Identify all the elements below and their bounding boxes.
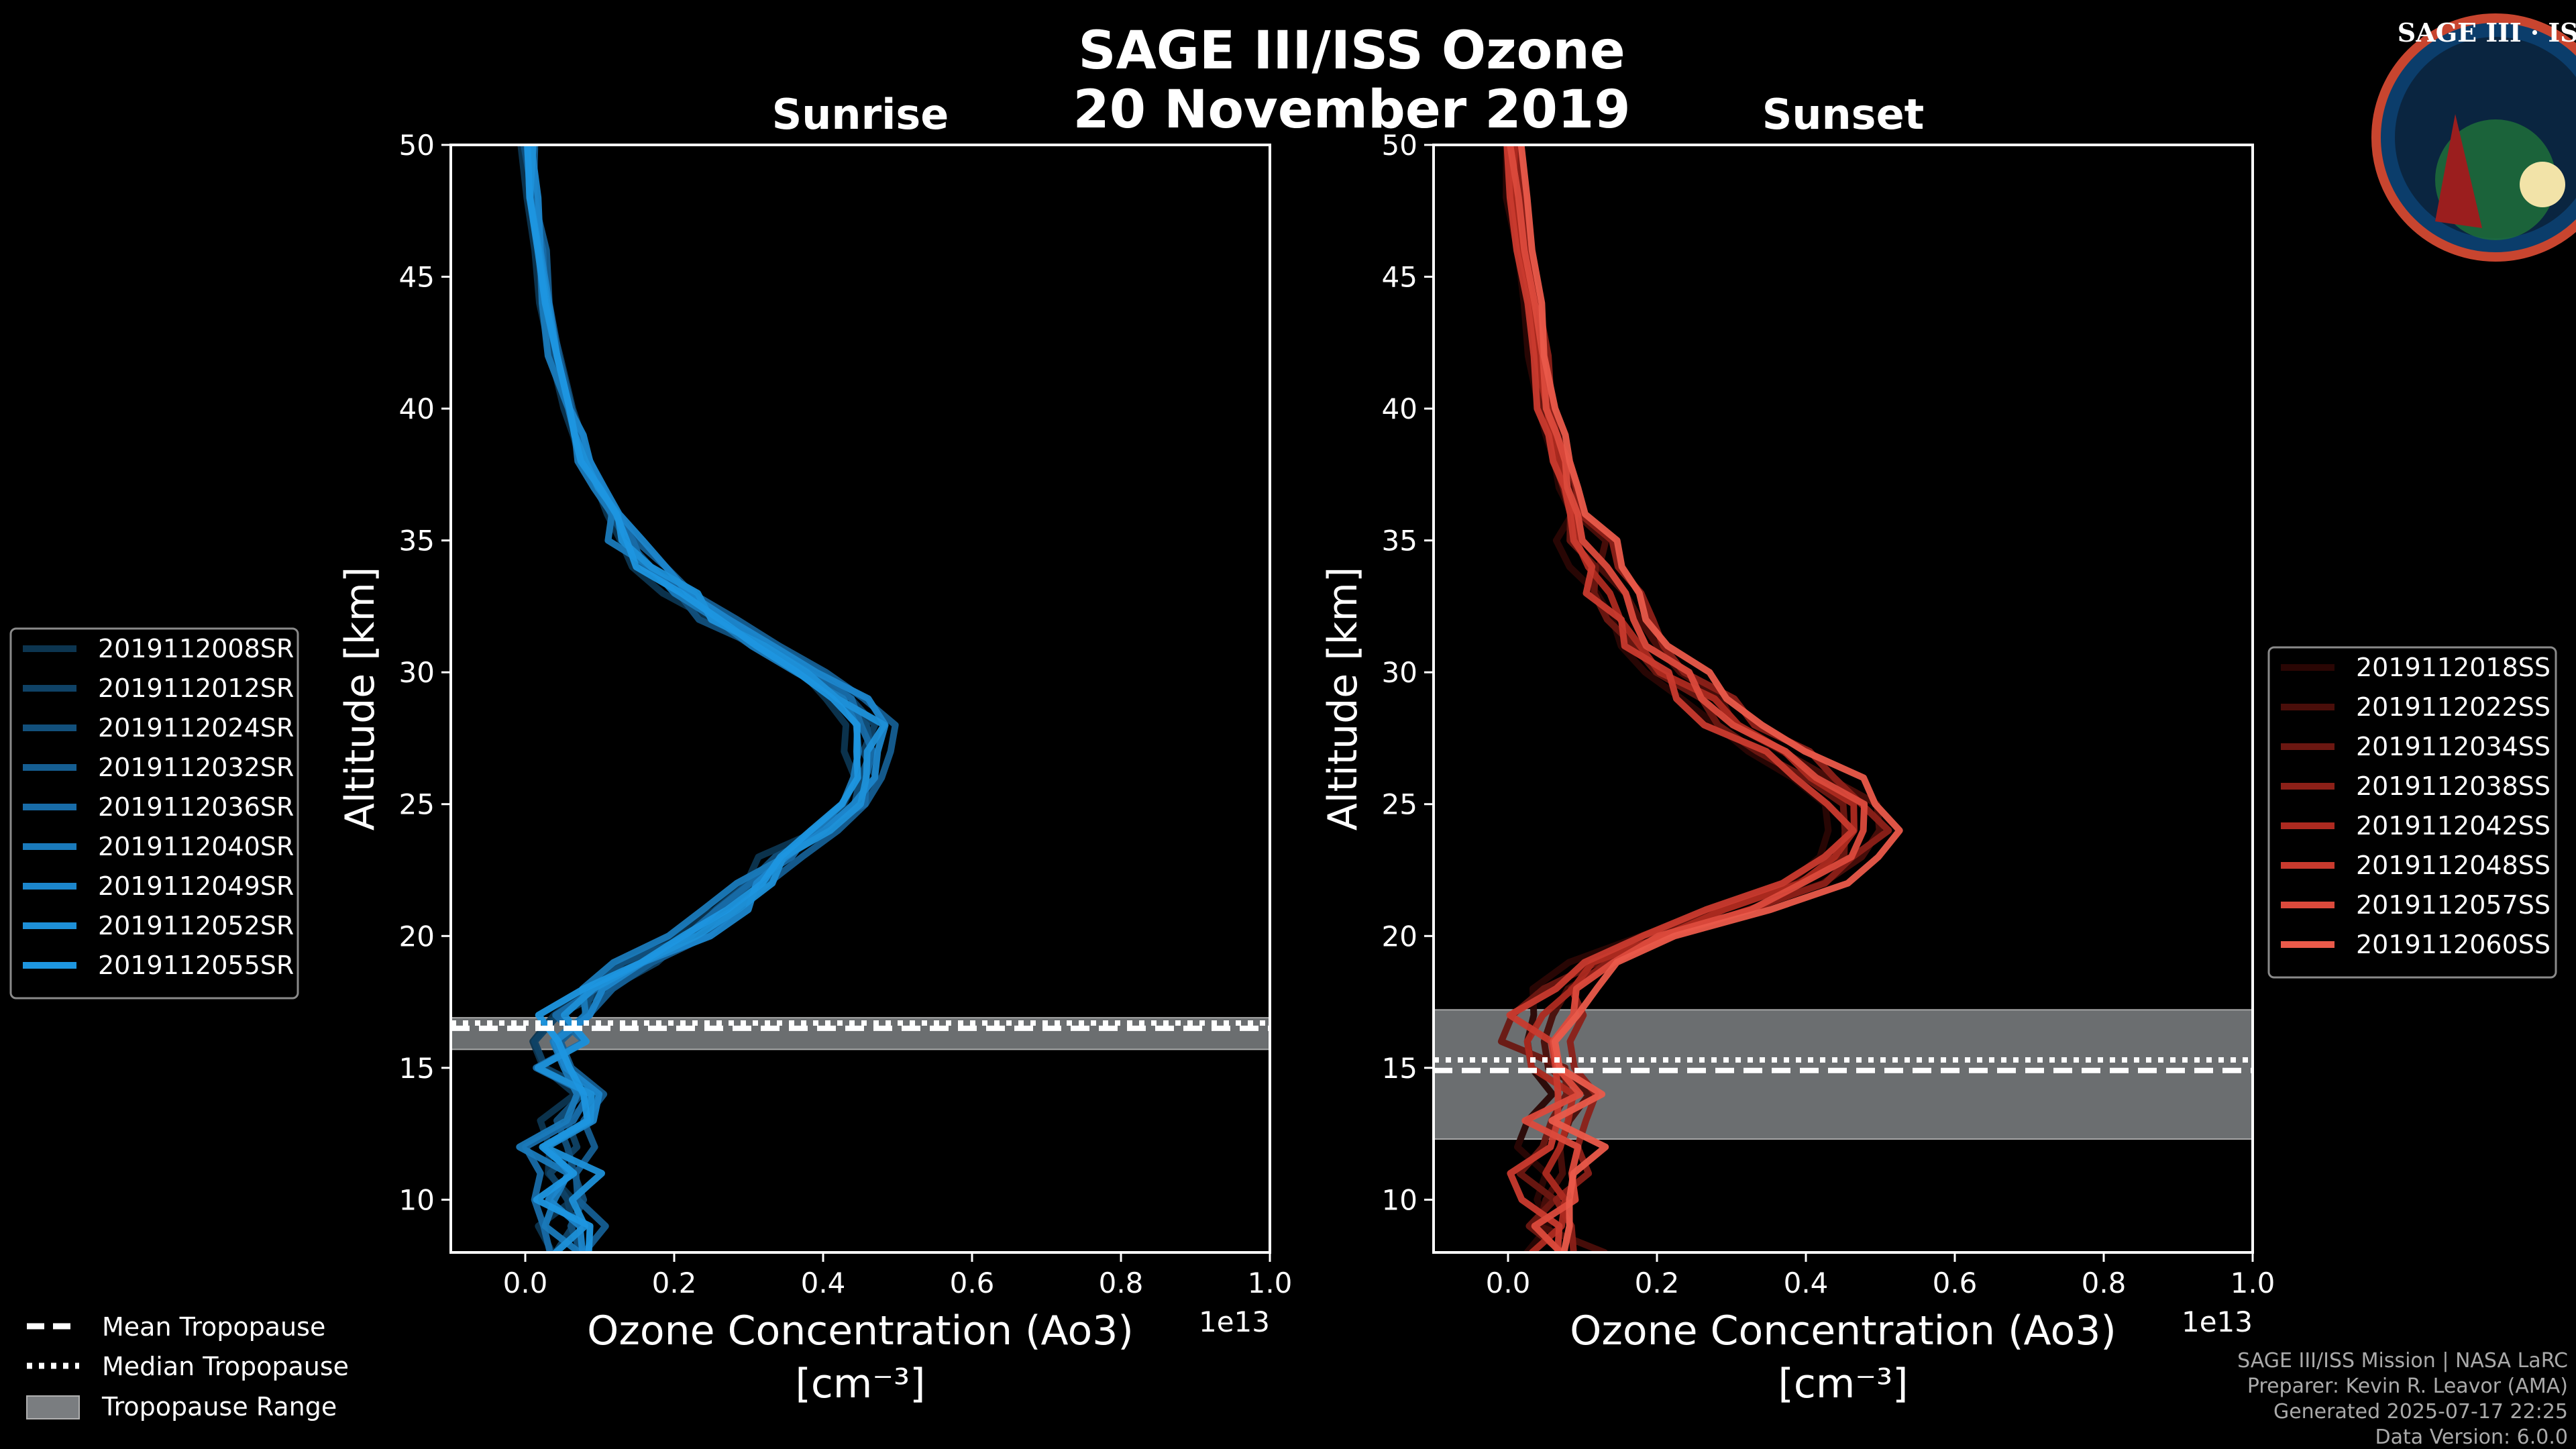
logo-figure xyxy=(2435,114,2482,228)
logo-text: SAGE III · ISS xyxy=(2398,17,2576,48)
sunset-profile-2019112060SS xyxy=(1517,145,1903,1252)
sunrise-legend-label: 2019112052SR xyxy=(98,911,294,941)
sunset-x-scale-label: 1e13 xyxy=(2182,1305,2253,1338)
sunrise-legend-label: 2019112008SR xyxy=(98,634,294,663)
sunrise-panel: 0.0 0.2 0.4 0.6 0.8 1.0 10 15 20 25 30 35 40 45 50 Sunr… xyxy=(9,90,1293,1407)
sunset-title: Sunset xyxy=(1762,90,1925,139)
credit-data-version: Data Version: 6.0.0 xyxy=(2375,1426,2568,1449)
sunrise-x-scale-label: 1e13 xyxy=(1199,1305,1270,1338)
sunset-ytick-label: 35 xyxy=(1382,525,1417,557)
sunset-ytick-label: 25 xyxy=(1382,788,1417,821)
sunset-legend-label: 2019112022SS xyxy=(2356,692,2551,722)
legend-tropopause-range-swatch xyxy=(26,1395,80,1419)
sunrise-profile-2019112055SR xyxy=(524,145,861,1252)
sunrise-legend-label: 2019112024SR xyxy=(98,713,294,743)
sunset-ylabel: Altitude [km] xyxy=(1320,567,1366,831)
sunset-profile-2019112057SS xyxy=(1507,145,1868,1252)
credit-generated: Generated 2025-07-17 22:25 xyxy=(2273,1400,2568,1424)
sunrise-legend-label: 2019112055SR xyxy=(98,951,294,980)
sunrise-xtick-label: 0.8 xyxy=(1099,1267,1144,1299)
sunset-panel: 0.0 0.2 0.4 0.6 0.8 1.0 10 15 20 25 30 35 40 45 50 Suns… xyxy=(1320,90,2557,1407)
sunset-legend-label: 2019112034SS xyxy=(2356,732,2551,761)
sunset-ytick-label: 20 xyxy=(1382,920,1417,953)
sunrise-ytick-label: 15 xyxy=(399,1052,435,1085)
sunset-xtick-label: 0.8 xyxy=(2082,1267,2127,1299)
legend-mean-tropopause-label: Mean Tropopause xyxy=(102,1312,325,1342)
sunset-plot-area xyxy=(1434,145,2253,1252)
sunset-xlabel: Ozone Concentration (Ao3) xyxy=(1570,1307,2116,1354)
sunset-ytick-label: 10 xyxy=(1382,1183,1417,1216)
sunrise-legend-label: 2019112040SR xyxy=(98,832,294,861)
sunset-legend-label: 2019112042SS xyxy=(2356,811,2551,841)
sunset-legend-label: 2019112057SS xyxy=(2356,890,2551,920)
sunrise-xtick-label: 0.6 xyxy=(950,1267,995,1299)
sunset-ytick-label: 40 xyxy=(1382,392,1417,425)
legend-median-tropopause-label: Median Tropopause xyxy=(102,1352,349,1381)
sunset-legend-label: 2019112038SS xyxy=(2356,771,2551,801)
sunrise-ytick-label: 35 xyxy=(399,525,435,557)
sunrise-xtick-label: 1.0 xyxy=(1248,1267,1293,1299)
sunrise-ytick-label: 45 xyxy=(399,261,435,294)
sunrise-ylabel: Altitude [km] xyxy=(337,567,384,831)
sunrise-xlabel: Ozone Concentration (Ao3) xyxy=(587,1307,1134,1354)
sunrise-xtick-label: 0.2 xyxy=(652,1267,697,1299)
sunset-profile-2019112048SS xyxy=(1503,145,1857,1252)
credit-mission: SAGE III/ISS Mission | NASA LaRC xyxy=(2237,1349,2568,1373)
sunrise-ytick-label: 40 xyxy=(399,392,435,425)
sunrise-legend-label: 2019112049SR xyxy=(98,871,294,901)
sunrise-ytick-label: 50 xyxy=(399,129,435,162)
sunset-legend-frame xyxy=(2267,646,2557,979)
sunrise-xtick-label: 0.4 xyxy=(801,1267,846,1299)
sunrise-profile-2019112049SR xyxy=(527,145,889,1252)
figure-title-line1: SAGE III/ISS Ozone xyxy=(1078,21,1625,81)
sunset-legend-label: 2019112018SS xyxy=(2356,653,2551,682)
sunrise-legend-label: 2019112012SR xyxy=(98,674,294,703)
sunrise-ytick-label: 10 xyxy=(399,1183,435,1216)
sunrise-ytick-label: 30 xyxy=(399,656,435,689)
sunrise-legend-frame xyxy=(9,627,299,1000)
sunrise-ytick-label: 20 xyxy=(399,920,435,953)
sunset-ytick-label: 50 xyxy=(1382,129,1417,162)
credit-preparer: Preparer: Kevin R. Leavor (AMA) xyxy=(2247,1375,2568,1398)
credits: SAGE III/ISS Mission | NASA LaRC Prepare… xyxy=(2237,1349,2568,1449)
sunset-ytick-label: 30 xyxy=(1382,656,1417,689)
sunset-xtick-label: 0.2 xyxy=(1635,1267,1680,1299)
figure-title-line2: 20 November 2019 xyxy=(1073,80,1630,140)
sunset-xtick-label: 0.4 xyxy=(1784,1267,1829,1299)
sunrise-legend-label: 2019112032SR xyxy=(98,753,294,782)
sunset-ytick-label: 15 xyxy=(1382,1052,1417,1085)
sunrise-axes-frame xyxy=(449,144,1271,1254)
sunset-xtick-label: 0.0 xyxy=(1486,1267,1531,1299)
sunset-xlabel-unit: [cm⁻³] xyxy=(1778,1360,1909,1407)
sunset-series-legend: 2019112018SS 2019112022SS 2019112034SS 2019… xyxy=(2267,646,2557,979)
sunrise-plot-area xyxy=(451,145,1270,1252)
sunrise-legend-label: 2019112036SR xyxy=(98,792,294,822)
sunset-xtick-label: 0.6 xyxy=(1933,1267,1978,1299)
sunrise-xtick-label: 0.0 xyxy=(503,1267,548,1299)
sunset-xtick-label: 1.0 xyxy=(2231,1267,2275,1299)
sunrise-series-legend: 2019112008SR 2019112012SR 2019112024SR 2019… xyxy=(9,627,299,1000)
tropopause-legend: Mean Tropopause Median Tropopause Tropop… xyxy=(26,1312,349,1421)
logo-sun xyxy=(2520,162,2565,207)
sunrise-ytick-label: 25 xyxy=(399,788,435,821)
sunset-legend-label: 2019112048SS xyxy=(2356,851,2551,880)
sunset-axes-frame xyxy=(1432,144,2254,1254)
sunset-ytick-label: 45 xyxy=(1382,261,1417,294)
sunset-legend-label: 2019112060SS xyxy=(2356,930,2551,959)
sunrise-xlabel-unit: [cm⁻³] xyxy=(796,1360,926,1407)
legend-tropopause-range-label: Tropopause Range xyxy=(101,1392,337,1421)
sage-iii-iss-logo: SAGE III · ISS xyxy=(2371,13,2576,262)
sunrise-title: Sunrise xyxy=(772,90,949,139)
